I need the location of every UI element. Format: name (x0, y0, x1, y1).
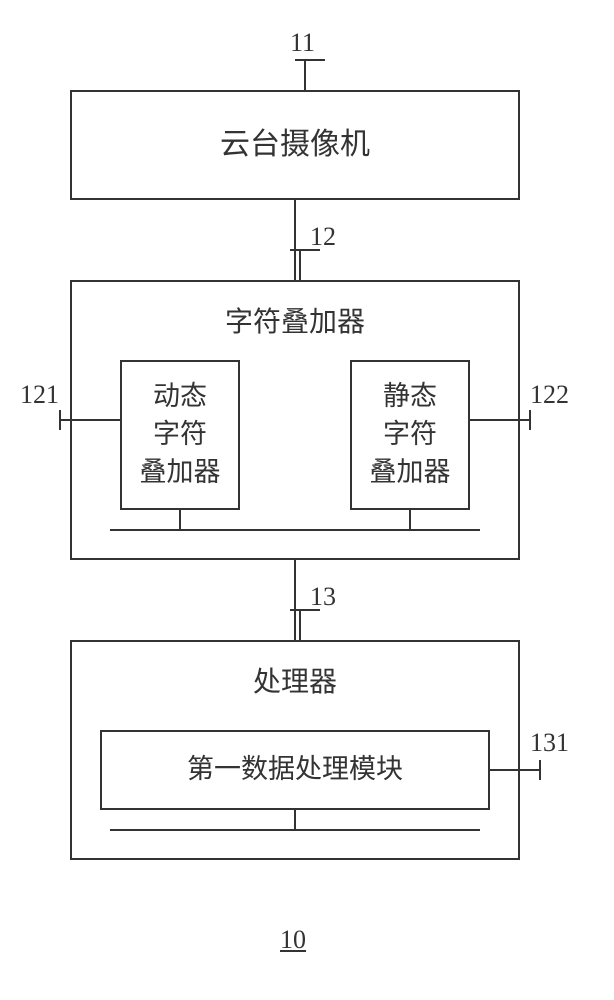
ref-12: 12 (310, 222, 336, 252)
ref-11: 11 (290, 28, 315, 58)
ref-10: 10 (280, 925, 306, 955)
diagram-canvas: 云台摄像机 字符叠加器 动态 字符 叠加器 静态 字符 叠加器 处理器 第一数据… (0, 0, 614, 1000)
ref-131: 131 (530, 728, 569, 758)
ref-13: 13 (310, 582, 336, 612)
lines-layer (0, 0, 614, 1000)
ref-121: 121 (20, 380, 59, 410)
ref-122: 122 (530, 380, 569, 410)
